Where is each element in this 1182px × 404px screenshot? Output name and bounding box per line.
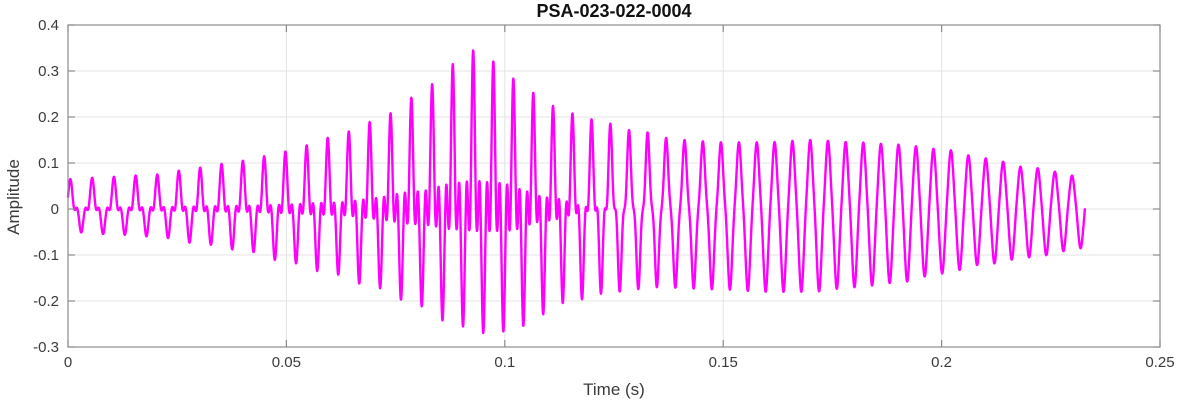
x-tick-label: 0.25 (1145, 354, 1174, 371)
y-tick-label: 0.4 (38, 17, 59, 34)
x-tick-label: 0 (64, 354, 72, 371)
y-tick-label: 0.1 (38, 155, 59, 172)
x-axis-label: Time (s) (583, 380, 645, 399)
axes-box (67, 24, 1161, 348)
x-tick-label: 0.05 (272, 354, 301, 371)
y-tick-label: 0.3 (38, 63, 59, 80)
y-tick-label: -0.3 (33, 339, 59, 356)
waveform-line (66, 49, 1087, 335)
y-tick-label: 0 (51, 201, 59, 218)
y-tick-label: 0.2 (38, 109, 59, 126)
y-tick-label: -0.1 (33, 247, 59, 264)
y-tick-label: -0.2 (33, 293, 59, 310)
x-tick-label: 0.2 (931, 354, 952, 371)
chart-title: PSA-023-022-0004 (536, 1, 692, 21)
x-tick-label: 0.1 (494, 354, 515, 371)
x-tick-label: 0.15 (709, 354, 738, 371)
